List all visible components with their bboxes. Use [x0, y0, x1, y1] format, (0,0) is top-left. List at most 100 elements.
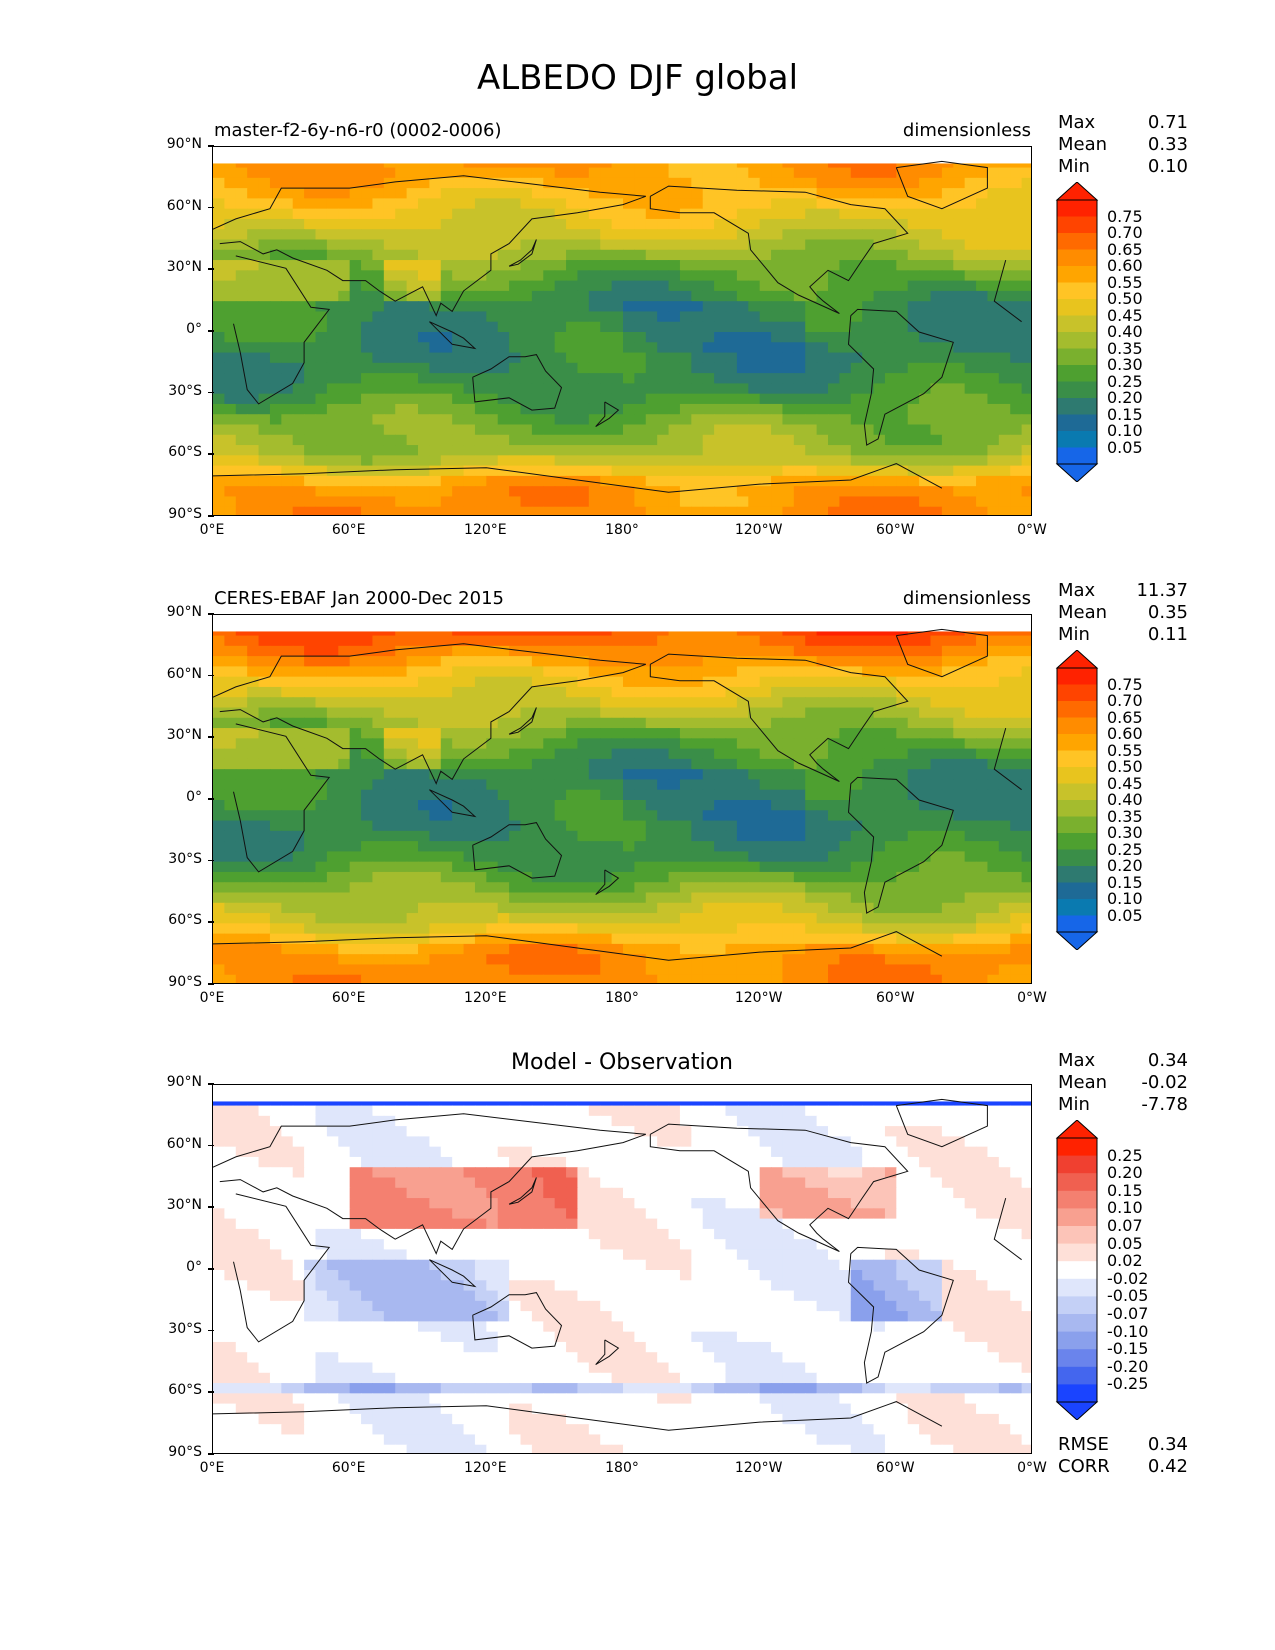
colorbar-tick-label: 0.30 [1107, 355, 1143, 374]
colorbar-segment [1057, 315, 1097, 333]
colorbar-segment [1057, 414, 1097, 432]
colorbar-segment [1057, 1138, 1097, 1157]
colorbar-segment [1057, 1243, 1097, 1262]
x-tick-label: 0°W [1017, 522, 1047, 538]
y-tick-label: 90°S [142, 1444, 214, 1460]
colorbar-extend-min [1055, 463, 1099, 482]
colorbar [1055, 650, 1099, 950]
colorbar-segment [1057, 1384, 1097, 1403]
mean-label: Mean [1058, 1072, 1108, 1093]
y-tick-label: 90°S [142, 974, 214, 990]
coastline-5 [895, 160, 988, 210]
colorbar-tick-label: 0.05 [1107, 1233, 1143, 1253]
colorbar-tick-label: 0.45 [1107, 773, 1143, 793]
x-tick-label: 60°E [331, 522, 366, 538]
colorbar-tick-label: 0.45 [1107, 305, 1143, 325]
coastline-0 [233, 723, 1022, 873]
colorbar-segment [1057, 734, 1097, 751]
colorbar-segment [1057, 447, 1097, 465]
colorbar-segment [1057, 750, 1097, 768]
coastline-2 [472, 822, 563, 879]
y-tick-label: 30°N [142, 727, 214, 743]
y-tick-label: 90°S [142, 506, 214, 522]
colorbar-segment [1057, 200, 1097, 217]
colorbar-tick-label: -0.25 [1107, 1374, 1149, 1394]
coastline-5 [895, 628, 988, 678]
coastlines [213, 1098, 1022, 1431]
coastline-4 [847, 308, 954, 446]
x-tick-label: 120°W [734, 1460, 783, 1476]
colorbar-segment [1057, 398, 1097, 415]
colorbar-tick-label: -0.05 [1107, 1286, 1149, 1306]
coastline-2 [472, 1292, 563, 1349]
colorbar-tick-label: 0.10 [1107, 889, 1143, 908]
min-label: Min [1058, 624, 1090, 645]
x-tick-label: 0°E [199, 990, 225, 1006]
rmse-corr-box: RMSE 0.34 CORR 0.42 [1058, 1434, 1188, 1478]
colorbar-segment [1057, 668, 1097, 685]
coastline-2 [472, 354, 563, 411]
max-value: 11.37 [1136, 580, 1188, 601]
colorbar-tick-label: 0.30 [1107, 823, 1143, 842]
y-tick-label: 60°N [142, 198, 214, 214]
coastlines [213, 160, 1022, 493]
colorbar-segment [1057, 365, 1097, 382]
max-label: Max [1058, 580, 1096, 601]
colorbar-tick-label: 0.35 [1107, 338, 1143, 358]
stats-box: Max 11.37 Mean 0.35 Min 0.11 [1058, 580, 1188, 646]
coastline-3 [649, 653, 909, 782]
colorbar-segment [1057, 701, 1097, 718]
stats-box: Max 0.71 Mean 0.33 Min 0.10 [1058, 112, 1188, 178]
colorbar-segment [1057, 866, 1097, 883]
colorbar-segment [1057, 216, 1097, 234]
min-label: Min [1058, 1094, 1090, 1115]
y-tick-label: 30°S [142, 1321, 214, 1337]
colorbar-segment [1057, 816, 1097, 834]
colorbar-extend-max [1055, 650, 1099, 669]
coastline-9 [595, 869, 620, 896]
colorbar-segment [1057, 299, 1097, 316]
x-tick-label: 120°W [734, 522, 783, 538]
min-label: Min [1058, 156, 1090, 177]
colorbar-frame [1056, 199, 1098, 465]
max-label: Max [1058, 112, 1096, 133]
colorbar-extend-max [1055, 182, 1099, 201]
colorbar [1055, 1120, 1099, 1420]
x-tick-label: 0°W [1017, 1460, 1047, 1476]
colorbar-segment [1057, 800, 1097, 817]
colorbar-tick-label: -0.20 [1107, 1356, 1149, 1376]
colorbar-segment [1057, 1261, 1097, 1280]
colorbar-segment [1057, 849, 1097, 867]
coastline-3 [649, 185, 909, 314]
y-tick-label: 30°S [142, 851, 214, 867]
x-tick-label: 60°E [331, 990, 366, 1006]
corr-label: CORR [1058, 1456, 1110, 1477]
panel-units-label: dimensionless [902, 120, 1031, 141]
polar-cap-mask [213, 147, 1031, 164]
coastline-0 [233, 1193, 1022, 1343]
mean-value: 0.33 [1147, 134, 1188, 155]
map-field [213, 615, 1031, 983]
colorbar-segment [1057, 833, 1097, 850]
rmse-label: RMSE [1058, 1434, 1109, 1455]
y-tick-label: 30°N [142, 259, 214, 275]
colorbar-segment [1057, 1366, 1097, 1385]
colorbar-segment [1057, 431, 1097, 448]
corr-value: 0.42 [1147, 1456, 1188, 1477]
coastline-6 [213, 931, 943, 961]
colorbar-tick-label: 0.05 [1107, 905, 1143, 925]
y-tick-label: 0° [142, 321, 214, 337]
colorbar-tick-label: 0.70 [1107, 691, 1143, 710]
colorbar-segment [1057, 1296, 1097, 1315]
colorbar-tick-label: 0.25 [1107, 839, 1143, 859]
mean-value: -0.02 [1141, 1072, 1188, 1093]
coastline-7 [508, 239, 537, 267]
colorbar-tick-label: 0.35 [1107, 806, 1143, 826]
colorbar-tick-label: 0.55 [1107, 272, 1143, 292]
y-tick-label: 30°S [142, 383, 214, 399]
y-tick-label: 30°N [142, 1197, 214, 1213]
map-field [213, 147, 1031, 515]
colorbar-tick-label: 0.60 [1107, 256, 1143, 275]
polar-cap-mask [213, 615, 1031, 632]
panel-center-label: Model - Observation [511, 1050, 733, 1075]
